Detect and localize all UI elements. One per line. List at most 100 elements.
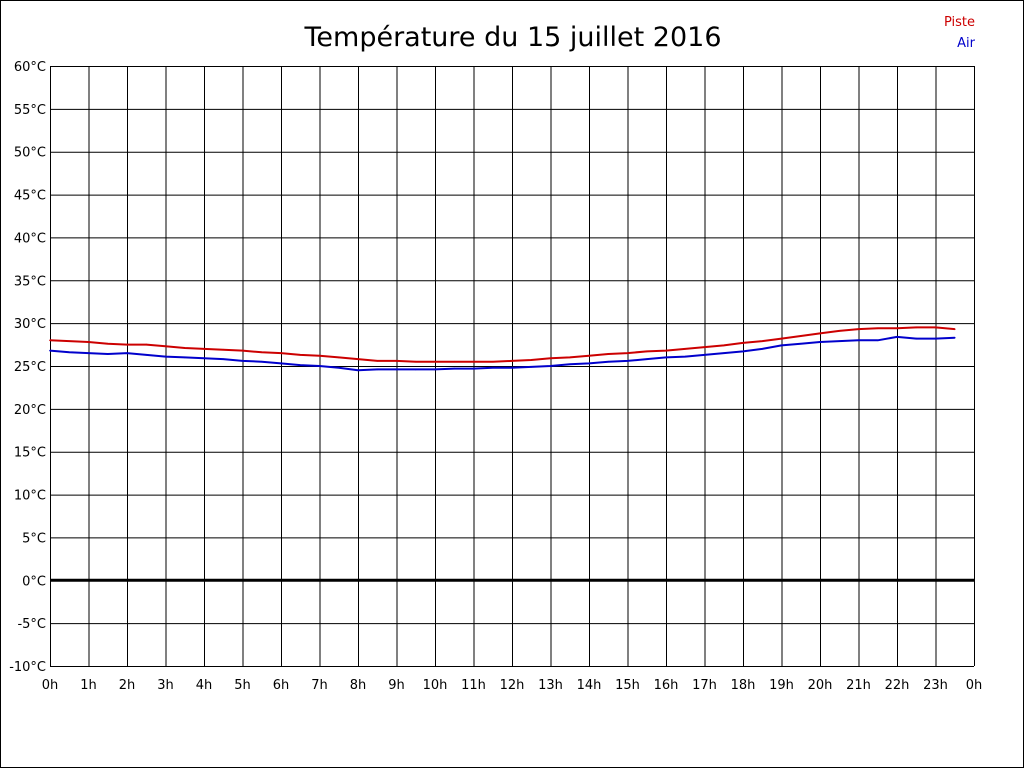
data-point-air (857, 339, 860, 342)
x-tick-label: 10h (423, 678, 448, 693)
data-point-piste (337, 356, 340, 359)
data-point-piste (395, 360, 398, 362)
series-line-piste (49, 326, 955, 363)
data-point-piste (260, 351, 263, 354)
data-point-air (414, 368, 417, 371)
x-tick-label: 21h (846, 678, 871, 693)
x-tick-label: 22h (885, 678, 910, 693)
data-point-piste (780, 337, 783, 340)
legend-entry-piste: Piste (944, 15, 975, 30)
data-point-air (434, 368, 436, 371)
data-point-air (568, 363, 571, 366)
legend-entry-air: Air (957, 36, 976, 51)
x-tick-label: 23h (923, 678, 948, 693)
data-point-air (665, 356, 667, 359)
x-tick-label: 18h (731, 678, 756, 693)
data-point-air (780, 344, 783, 347)
grid (50, 66, 975, 667)
data-point-piste (434, 360, 436, 363)
x-tick-label: 7h (311, 678, 328, 693)
series-lines (49, 326, 956, 372)
data-point-piste (588, 354, 590, 357)
data-point-piste (299, 354, 302, 356)
data-point-air (607, 360, 610, 363)
x-tick-label: 0h (966, 678, 983, 693)
data-point-air (299, 364, 302, 366)
y-tick-label: 10°C (14, 489, 46, 504)
data-point-air (684, 355, 687, 358)
y-axis-ticks: -10°C -5°C 0°C 5°C 10°C 15°C 20°C 25°C 30°C 35°C 4… (9, 60, 46, 675)
y-tick-label: -5°C (17, 617, 46, 632)
data-point-air (453, 367, 456, 370)
data-point-piste (357, 358, 359, 360)
data-point-air (376, 368, 379, 371)
data-point-air (722, 352, 725, 354)
x-tick-label: 20h (808, 678, 833, 693)
data-point-piste (876, 327, 879, 330)
data-point-air (241, 360, 244, 362)
data-point-air (645, 358, 648, 360)
data-point-piste (414, 360, 417, 363)
data-point-piste (742, 342, 744, 344)
x-tick-label: 2h (119, 678, 136, 693)
data-point-piste (511, 360, 513, 362)
data-point-piste (453, 360, 456, 363)
data-point-air (703, 354, 706, 356)
data-point-air (395, 368, 398, 371)
y-tick-label: 40°C (14, 231, 46, 246)
data-point-piste (49, 339, 51, 342)
data-point-piste (761, 340, 764, 342)
data-point-air (183, 356, 186, 359)
data-point-piste (838, 330, 841, 332)
data-point-air (549, 365, 552, 367)
data-point-air (87, 352, 90, 354)
data-point-piste (684, 348, 687, 350)
data-point-air (280, 362, 282, 365)
x-tick-label: 1h (80, 678, 97, 693)
data-point-piste (376, 360, 379, 362)
data-point-piste (915, 326, 918, 329)
data-point-air (106, 353, 109, 355)
data-point-air (491, 366, 494, 369)
data-point-air (953, 336, 956, 339)
y-tick-label: 60°C (14, 60, 46, 75)
x-tick-label: 5h (234, 678, 251, 693)
x-tick-label: 17h (692, 678, 717, 693)
data-point-piste (665, 349, 667, 352)
data-point-air (260, 360, 263, 363)
x-tick-label: 11h (461, 678, 486, 693)
data-point-air (915, 337, 918, 340)
x-tick-label: 15h (615, 678, 640, 693)
data-point-piste (164, 345, 167, 348)
data-point-piste (799, 335, 802, 337)
data-point-piste (145, 343, 148, 346)
data-point-piste (934, 326, 937, 329)
data-point-piste (203, 348, 205, 350)
data-point-piste (857, 328, 860, 330)
y-tick-label: 20°C (14, 403, 46, 418)
x-tick-label: 14h (577, 678, 602, 693)
x-tick-label: 3h (157, 678, 174, 693)
data-point-piste (568, 356, 571, 359)
data-point-piste (645, 350, 648, 353)
data-point-piste (626, 352, 629, 354)
data-point-air (530, 366, 533, 368)
y-tick-label: 0°C (22, 574, 46, 589)
y-tick-label: 35°C (14, 274, 46, 289)
data-point-piste (819, 332, 821, 335)
data-point-air (472, 367, 475, 370)
x-tick-label: 16h (654, 678, 679, 693)
data-point-air (819, 341, 821, 343)
data-point-piste (222, 348, 225, 351)
data-point-piste (722, 344, 725, 347)
series-line-air (49, 335, 955, 372)
x-tick-label: 12h (500, 678, 525, 693)
data-point-piste (106, 342, 109, 345)
data-point-piste (241, 349, 244, 352)
y-tick-label: 50°C (14, 146, 46, 161)
data-point-air (588, 362, 590, 365)
x-tick-label: 8h (350, 678, 367, 693)
x-tick-label: 19h (769, 678, 794, 693)
data-point-air (337, 366, 340, 369)
